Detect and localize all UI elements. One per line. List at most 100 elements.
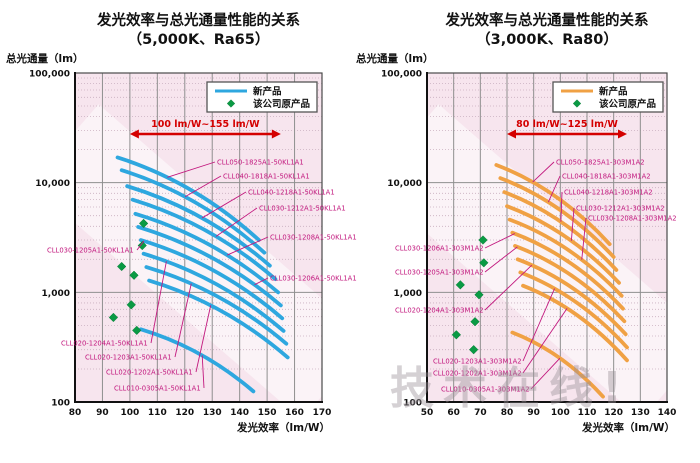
x-tick-label: 150	[258, 408, 277, 418]
data-curve	[513, 244, 627, 324]
legend-new-product-label: 新产品	[599, 86, 628, 98]
legacy-product-point	[469, 345, 479, 355]
legend-new-product-label: 新产品	[253, 86, 282, 98]
product-label: CLL020-1202A1-50KL1A1	[106, 369, 193, 377]
leader-line	[215, 207, 258, 237]
y-tick-label: 1,000	[394, 289, 422, 299]
y-axis-label: 总光通量（lm）	[6, 52, 84, 65]
range-arrow-head-right	[618, 129, 627, 139]
chart-subtitle: （3,000K、Ra80）	[476, 30, 618, 48]
chart-canvas: 发光效率与总光通量性能的关系（5,000K、Ra65） 总光通量（lm） 100 l…	[6, 11, 357, 434]
y-tick-label: 10,000	[387, 179, 422, 189]
data-curve	[518, 270, 629, 350]
x-tick-label: 110	[578, 408, 597, 418]
x-tick-label: 120	[175, 408, 194, 418]
x-tick-label: 120	[604, 408, 623, 418]
leader-line	[484, 233, 515, 249]
x-tick-label: 140	[230, 408, 249, 418]
data-curve	[498, 176, 616, 259]
product-label: CLL030-1208A1-50KL1A1	[270, 234, 357, 242]
data-curve	[147, 278, 290, 360]
data-curve	[115, 155, 261, 242]
product-label: CLL030-1206A1-50KL1A1	[270, 275, 357, 283]
data-curve	[502, 190, 619, 272]
data-curve	[136, 225, 283, 308]
leader-line	[167, 161, 216, 178]
chart-5000k-ra65: 发光效率与总光通量性能的关系 （5,000K、Ra65） 总光通量（lm） 100 l…	[6, 11, 357, 434]
leader-line	[254, 277, 269, 286]
product-label: CLL020-1204A1-50KL1A1	[61, 340, 148, 348]
product-label: CLL030-1206A1-303M1A2	[395, 245, 484, 253]
leader-line	[174, 283, 192, 358]
range-arrow-head-right	[271, 129, 281, 139]
x-tick-label: 140	[658, 408, 677, 418]
x-tick-label: 80	[501, 408, 514, 418]
x-tick-label: 80	[69, 408, 82, 418]
product-label: CLL050-1825A1-50KL1A1	[217, 159, 304, 167]
product-label: CLL030-1205A1-303M1A2	[395, 269, 484, 277]
leader-line	[227, 236, 269, 256]
leader-line	[547, 175, 561, 203]
chart-title: 发光效率与总光通量性能的关系	[96, 11, 300, 29]
x-tick-label: 130	[203, 408, 222, 418]
legacy-product-point	[126, 300, 136, 310]
product-label: CLL010-0305A1-50KL1A1	[114, 385, 201, 393]
range-arrow-label: 80 lm/W~125 lm/W	[516, 119, 618, 130]
leader-line	[201, 191, 247, 219]
x-tick-label: 100	[120, 408, 139, 418]
x-axis-label: 发光效率（lm/W）	[236, 421, 330, 434]
legend-old-product-label: 该公司原产品	[599, 98, 656, 110]
range-arrow-head-left	[507, 129, 516, 139]
legend-old-product-marker	[226, 99, 236, 108]
leader-line	[532, 161, 555, 183]
x-tick-label: 70	[474, 408, 487, 418]
legacy-product-point	[455, 280, 465, 290]
product-label: CLL030-1208A1-303M1A2	[588, 215, 677, 223]
data-curve	[505, 204, 621, 285]
legend-old-product-label: 该公司原产品	[253, 98, 310, 110]
legend-box	[552, 81, 664, 113]
x-axis-label: 发光效率（lm/W）	[581, 421, 675, 434]
legend-old-product-marker	[572, 99, 582, 108]
legend-box	[206, 81, 318, 113]
chart-subtitle: （5,000K、Ra65）	[128, 30, 270, 48]
leader-line	[484, 246, 518, 273]
leader-line	[522, 288, 555, 362]
product-label: CLL040-1818A1-303M1A2	[562, 173, 651, 181]
x-tick-label: 100	[551, 408, 570, 418]
leader-line	[484, 264, 533, 311]
product-label: CLL040-1218A1-303M1A2	[564, 189, 653, 197]
range-arrow-label: 100 lm/W~155 lm/W	[151, 119, 260, 130]
y-tick-label: 100,000	[29, 70, 70, 80]
product-label: CLL040-1818A1-50KL1A1	[223, 173, 310, 181]
legacy-product-point	[479, 258, 489, 268]
chart-3000k-ra80: 发光效率与总光通量性能的关系 （3,000K、Ra80） 总光通量（lm） 80 lm…	[350, 0, 700, 463]
data-curve	[510, 230, 625, 311]
legacy-product-point	[117, 261, 127, 272]
y-axis-label: 总光通量（lm）	[356, 52, 434, 65]
leader-line	[195, 305, 212, 373]
leader-line	[560, 191, 563, 222]
legacy-product-point	[137, 240, 147, 251]
data-curve	[138, 238, 285, 321]
y-tick-label: 1,000	[42, 289, 70, 299]
leader-line	[570, 207, 575, 241]
data-curve	[141, 251, 286, 333]
data-curve	[125, 184, 272, 268]
chart-title: 发光效率与总光通量性能的关系	[445, 11, 649, 29]
chart-canvas: 发光效率与总光通量性能的关系（3,000K、Ra80） 总光通量（lm） 80 lm…	[356, 11, 677, 434]
leader-line	[150, 261, 167, 344]
data-curve	[494, 163, 612, 247]
legacy-product-point	[474, 290, 484, 300]
legacy-product-point	[478, 235, 488, 245]
range-arrow-head-left	[129, 129, 139, 139]
x-tick-label: 130	[631, 408, 650, 418]
product-label: CLL040-1218A1-50KL1A1	[248, 189, 335, 197]
x-tick-label: 60	[447, 408, 460, 418]
legacy-product-point	[470, 317, 480, 327]
data-curve	[507, 217, 624, 298]
product-label: CLL030-1205A1-50KL1A1	[47, 247, 134, 255]
data-curve	[515, 257, 628, 337]
x-tick-label: 90	[527, 408, 540, 418]
